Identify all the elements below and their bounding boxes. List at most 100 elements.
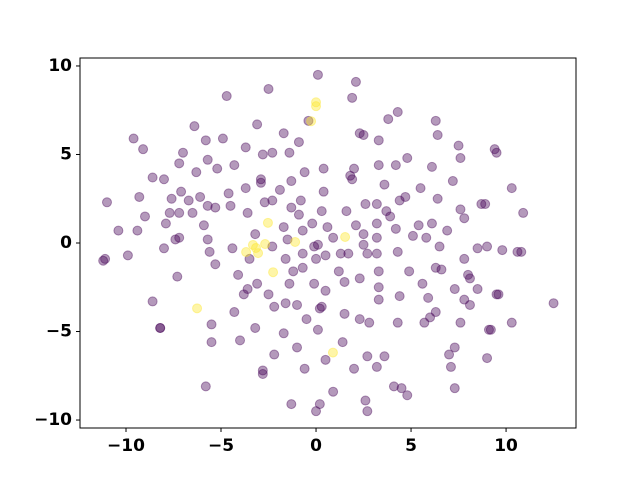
point — [516, 246, 527, 257]
point — [166, 193, 177, 204]
point — [371, 232, 382, 243]
point — [311, 101, 322, 112]
point — [379, 351, 390, 362]
point — [320, 250, 331, 261]
point — [195, 191, 206, 202]
point — [392, 317, 403, 328]
point — [174, 207, 185, 218]
point — [459, 294, 470, 305]
point — [155, 322, 166, 333]
point — [432, 193, 443, 204]
point — [284, 147, 295, 158]
point — [388, 381, 399, 392]
point — [482, 241, 493, 252]
point — [297, 248, 308, 259]
point — [306, 116, 317, 127]
point — [345, 170, 356, 181]
point — [362, 351, 373, 362]
point — [436, 264, 447, 275]
point — [206, 319, 217, 330]
point — [278, 128, 289, 139]
x-tick-label: 0 — [310, 436, 322, 456]
point — [267, 195, 278, 206]
point — [426, 218, 437, 229]
point — [170, 234, 181, 245]
point — [413, 220, 424, 231]
point — [316, 301, 327, 312]
point — [373, 294, 384, 305]
point — [312, 69, 323, 80]
point — [303, 115, 314, 126]
y-tick-label: 5 — [60, 144, 72, 164]
point — [174, 158, 185, 169]
point — [407, 230, 418, 241]
point — [174, 232, 185, 243]
point — [312, 324, 323, 335]
point — [202, 154, 213, 165]
point — [189, 121, 200, 132]
point — [343, 248, 354, 259]
point — [396, 383, 407, 394]
point — [464, 299, 475, 310]
point — [282, 234, 293, 245]
point — [430, 307, 441, 318]
point — [358, 239, 369, 250]
point — [497, 245, 508, 256]
point — [292, 342, 303, 353]
point — [464, 273, 475, 284]
point — [415, 183, 426, 194]
point — [480, 199, 491, 210]
point — [286, 202, 297, 213]
point — [206, 337, 217, 348]
point — [341, 206, 352, 217]
point — [328, 232, 339, 243]
point — [257, 365, 268, 376]
point — [260, 239, 271, 250]
point — [316, 206, 327, 217]
point — [444, 349, 455, 360]
point — [202, 234, 213, 245]
point — [178, 147, 189, 158]
point — [417, 278, 428, 289]
point — [379, 179, 390, 190]
point — [241, 247, 252, 258]
plot-frame — [79, 57, 577, 429]
point — [122, 250, 133, 261]
point — [400, 191, 411, 202]
point — [250, 242, 261, 253]
point — [233, 269, 244, 280]
point — [255, 177, 266, 188]
point — [392, 106, 403, 117]
point — [373, 135, 384, 146]
point — [229, 160, 240, 171]
point — [257, 149, 268, 160]
point — [259, 197, 270, 208]
point — [506, 183, 517, 194]
point — [286, 176, 297, 187]
point — [402, 153, 413, 164]
point — [227, 243, 238, 254]
point — [293, 137, 304, 148]
point — [442, 225, 453, 236]
point — [138, 144, 149, 155]
point — [268, 267, 279, 278]
point — [390, 223, 401, 234]
point — [314, 399, 325, 410]
point — [134, 191, 145, 202]
point — [187, 207, 198, 218]
point — [432, 130, 443, 141]
point — [449, 284, 460, 295]
point — [257, 369, 268, 380]
point — [349, 163, 360, 174]
point — [242, 284, 253, 295]
point — [242, 207, 253, 218]
point — [423, 292, 434, 303]
x-tick-label: −10 — [107, 436, 145, 456]
point — [158, 174, 169, 185]
point — [434, 241, 445, 252]
point — [360, 199, 371, 210]
point — [269, 301, 280, 312]
point — [164, 207, 175, 218]
point — [373, 266, 384, 277]
